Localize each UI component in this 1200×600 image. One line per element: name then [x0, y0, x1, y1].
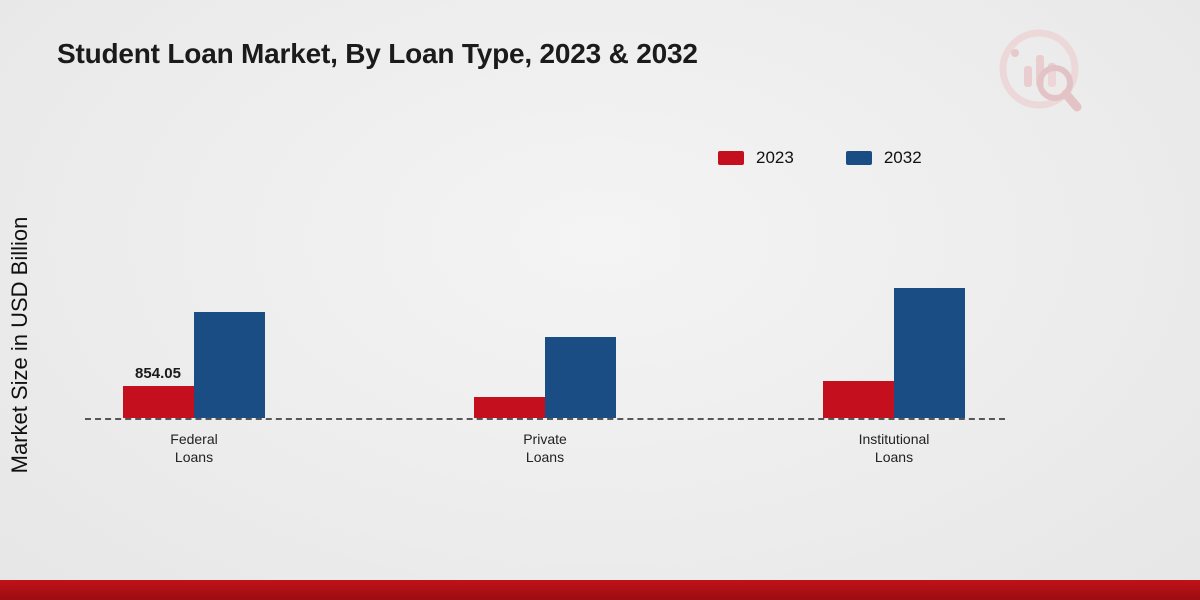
bar-2023-private-loans — [474, 397, 545, 418]
footer-strip — [0, 580, 1200, 600]
bar-2023-institutional-loans — [823, 381, 894, 418]
legend-item-2023: 2023 — [718, 148, 794, 168]
legend-swatch-2032 — [845, 151, 872, 165]
category-label-private-loans: Private Loans — [523, 431, 567, 465]
x-axis-line — [85, 418, 1005, 420]
magnifier-handle-icon — [1061, 89, 1082, 112]
bar-group-institutional-loans: Institutional Loans — [823, 288, 965, 465]
logo-dot — [1011, 49, 1019, 57]
plot-area: Federal Loans Private Loans Institutiona… — [85, 270, 1005, 465]
y-axis-label: Market Size in USD Billion — [7, 216, 32, 474]
bar-value-label: 854.05 — [135, 365, 181, 382]
bar-2032-federal-loans — [194, 312, 265, 418]
logo-ring — [999, 29, 1079, 109]
category-label-federal-loans: Federal Loans — [170, 431, 218, 465]
bar-2023-federal-loans — [123, 386, 194, 418]
legend-item-2032: 2032 — [845, 148, 922, 168]
legend-label-2023: 2023 — [756, 148, 794, 167]
legend-label-2032: 2032 — [883, 148, 922, 167]
logo-watermark — [999, 29, 1082, 112]
legend-swatch-2023 — [718, 151, 744, 165]
chart-title: Student Loan Market, By Loan Type, 2023 … — [57, 38, 698, 69]
magnifier-lens-icon — [1037, 65, 1073, 101]
bar-2032-institutional-loans — [894, 288, 965, 418]
bar-group-private-loans: Private Loans — [474, 337, 616, 465]
logo-bar-1 — [1024, 66, 1032, 87]
category-label-institutional-loans: Institutional Loans — [858, 431, 930, 465]
bar-group-federal-loans: Federal Loans — [123, 312, 265, 465]
legend: 2023 2032 — [718, 148, 922, 168]
bar-2032-private-loans — [545, 337, 616, 418]
